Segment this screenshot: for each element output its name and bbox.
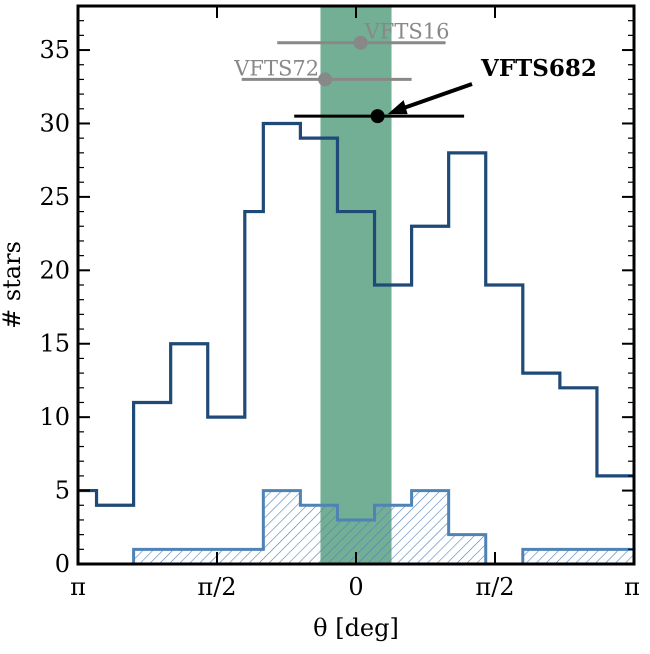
hatched-bar: [300, 505, 338, 564]
hatched-bar: [596, 549, 634, 564]
star-label: VFTS682: [480, 55, 597, 82]
star-label: VFTS72: [233, 56, 319, 80]
histogram-bin: [78, 491, 97, 564]
histogram-series-outline: [78, 121, 634, 507]
x-tick-label: π/2: [197, 573, 236, 601]
star-point: [318, 72, 333, 87]
y-tick-label: 20: [39, 256, 70, 284]
hatched-bar: [522, 549, 560, 564]
histogram-bin: [523, 373, 560, 564]
y-tick-label: 35: [39, 36, 70, 64]
hatched-bar: [559, 549, 597, 564]
hatched-bar: [244, 549, 264, 564]
y-tick-label: 25: [39, 183, 70, 211]
histogram-bin: [208, 417, 245, 564]
arrow-head: [387, 100, 408, 115]
star-point: [370, 109, 385, 124]
hatched-bar: [374, 505, 412, 564]
y-tick-label: 15: [39, 330, 70, 358]
hatched-bar: [170, 549, 208, 564]
x-tick-label: π/2: [475, 573, 514, 601]
y-tick-label: 5: [55, 477, 70, 505]
hatched-bar: [133, 549, 171, 564]
x-tick-label: π: [624, 573, 640, 601]
histogram-bin: [449, 153, 486, 564]
y-tick-label: 0: [55, 550, 70, 578]
hatched-bar: [263, 490, 301, 564]
histogram-bin: [134, 402, 171, 564]
y-tick-label: 10: [39, 403, 70, 431]
histogram-bin: [560, 388, 597, 564]
x-axis-label: θ [deg]: [313, 614, 399, 642]
histogram-bin: [97, 505, 134, 564]
histogram-bin: [171, 344, 208, 564]
x-tick-label: 0: [348, 573, 363, 601]
histogram-bin: [245, 212, 264, 564]
hatched-bar: [448, 534, 486, 564]
x-tick-label: π: [70, 573, 86, 601]
y-axis-label: # stars: [0, 241, 26, 329]
hatched-bar: [411, 490, 449, 564]
hatched-bar: [207, 549, 245, 564]
star-label: VFTS16: [364, 20, 450, 44]
arrow-line: [396, 82, 473, 113]
star-point: [353, 35, 368, 50]
histogram-bin: [486, 285, 523, 564]
y-tick-label: 30: [39, 109, 70, 137]
